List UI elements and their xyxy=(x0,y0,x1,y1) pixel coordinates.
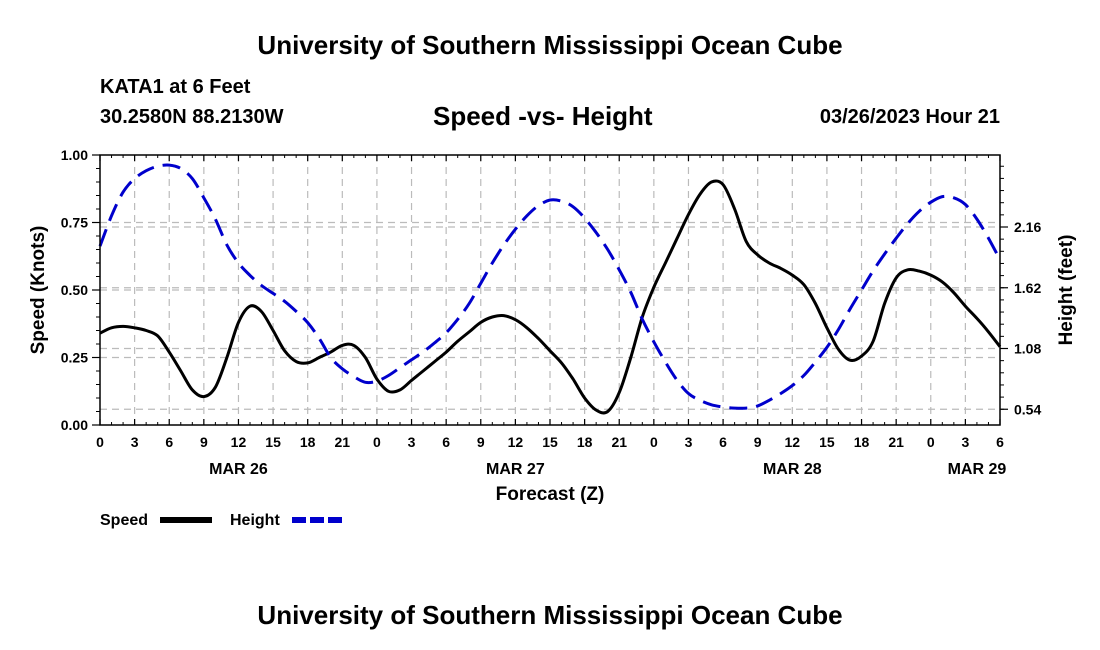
grid xyxy=(100,155,1000,425)
tick-labels: 0 3 6 9 12 15 18 21 0 3 6 9 12 15 18 21 0 3 6 9 12 15 18 21 0 3 6 M… xyxy=(61,147,1042,478)
speed-series-line xyxy=(99,179,1002,415)
y2-tick-label: 2.16 xyxy=(1014,219,1041,235)
y2-tick-label: 1.62 xyxy=(1014,280,1041,296)
x-tick-label: 21 xyxy=(888,434,904,450)
legend-label-height: Height xyxy=(230,512,280,529)
legend: Speed Height xyxy=(100,512,344,529)
date-label: MAR 26 xyxy=(209,461,268,478)
x-tick-label: 3 xyxy=(961,434,969,450)
station-label: KATA1 at 6 Feet xyxy=(100,76,251,98)
x-tick-label: 6 xyxy=(165,434,173,450)
date-label: MAR 28 xyxy=(763,461,822,478)
legend-label-speed: Speed xyxy=(100,512,148,529)
forecast-datetime: 03/26/2023 Hour 21 xyxy=(819,106,1000,128)
x-tick-label: 18 xyxy=(300,434,316,450)
x-tick-label: 18 xyxy=(854,434,870,450)
x-tick-label: 9 xyxy=(200,434,208,450)
y-tick-label: 0.00 xyxy=(61,417,88,433)
date-label: MAR 27 xyxy=(486,461,545,478)
x-tick-label: 6 xyxy=(442,434,450,450)
x-tick-label: 0 xyxy=(373,434,381,450)
x-tick-label: 0 xyxy=(96,434,104,450)
ticks xyxy=(92,154,1008,426)
x-tick-label: 15 xyxy=(542,434,558,450)
page-title: University of Southern Mississippi Ocean… xyxy=(257,30,843,60)
date-label: MAR 29 xyxy=(948,461,1007,478)
y2-tick-label: 1.08 xyxy=(1014,341,1041,357)
x-tick-label: 9 xyxy=(754,434,762,450)
x-tick-label: 3 xyxy=(131,434,139,450)
height-series-line xyxy=(98,163,1002,410)
x-tick-label: 18 xyxy=(577,434,593,450)
x-tick-label: 0 xyxy=(650,434,658,450)
x-tick-label: 3 xyxy=(685,434,693,450)
footer-title: University of Southern Mississippi Ocean… xyxy=(257,600,843,630)
x-tick-label: 12 xyxy=(785,434,801,450)
y2-tick-label: 0.54 xyxy=(1014,401,1041,417)
x-tick-label: 15 xyxy=(819,434,835,450)
x-tick-label: 3 xyxy=(408,434,416,450)
x-tick-label: 12 xyxy=(231,434,247,450)
y2-axis-label: Height (feet) xyxy=(1056,235,1077,346)
y-tick-label: 0.25 xyxy=(61,350,88,366)
x-tick-label: 6 xyxy=(719,434,727,450)
x-tick-label: 6 xyxy=(996,434,1004,450)
y-tick-label: 0.75 xyxy=(61,215,88,231)
x-tick-label: 15 xyxy=(265,434,281,450)
x-tick-label: 21 xyxy=(335,434,351,450)
coordinates-label: 30.2580N 88.2130W xyxy=(100,106,284,128)
x-tick-label: 0 xyxy=(927,434,935,450)
series-layer xyxy=(98,163,1002,415)
y-tick-label: 0.50 xyxy=(61,282,88,298)
x-tick-label: 9 xyxy=(477,434,485,450)
chart-title: Speed -vs- Height xyxy=(433,101,653,131)
y-axis-label: Speed (Knots) xyxy=(28,226,49,355)
y-tick-label: 1.00 xyxy=(61,147,88,163)
x-tick-label: 12 xyxy=(508,434,524,450)
x-axis-label: Forecast (Z) xyxy=(496,484,605,505)
x-tick-label: 21 xyxy=(611,434,627,450)
